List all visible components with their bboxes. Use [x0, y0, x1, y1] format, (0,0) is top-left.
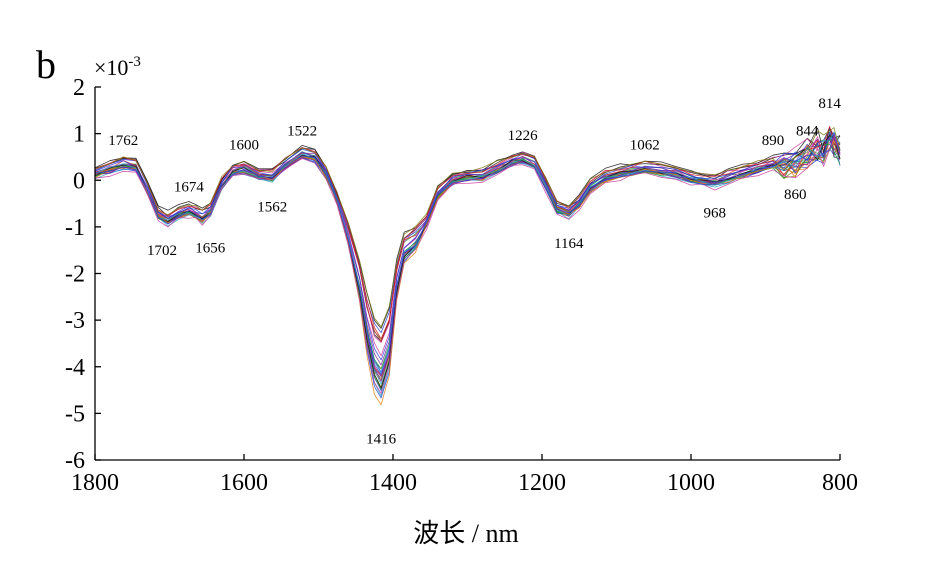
spectrum-series	[94, 132, 841, 376]
y-tick-label: 0	[73, 168, 85, 194]
peak-label-1164: 1164	[554, 236, 584, 252]
y-tick-label: -6	[65, 448, 85, 474]
series-layer	[94, 126, 841, 406]
x-tick-label: 1000	[667, 470, 715, 496]
peak-label-1702: 1702	[147, 243, 177, 259]
peak-label-1416: 1416	[366, 432, 397, 448]
peak-label-1522: 1522	[287, 124, 317, 140]
spectrum-series	[94, 127, 841, 342]
y-tick-label: -3	[65, 308, 85, 334]
y-exponent-base: ×10	[94, 55, 128, 80]
peak-label-968: 968	[704, 206, 727, 222]
spectrum-series	[94, 132, 841, 343]
spectrum-series	[94, 126, 841, 329]
peak-label-1674: 1674	[174, 180, 205, 196]
spectrum-series	[94, 127, 841, 328]
x-axis-title: 波长 / nm	[413, 519, 518, 548]
spectrum-series	[94, 147, 841, 399]
x-tick-label: 1400	[369, 470, 417, 496]
spectrum-series	[94, 126, 841, 340]
y-tick-label: -4	[65, 355, 85, 381]
x-tick-label: 1800	[71, 470, 119, 496]
y-exponent-power: -3	[128, 54, 141, 70]
peak-label-1226: 1226	[508, 128, 539, 144]
panel-label: b	[36, 42, 56, 87]
peak-label-890: 890	[762, 133, 785, 149]
spectrum-series	[94, 137, 841, 394]
peak-label-860: 860	[784, 187, 807, 203]
y-tick-label: 2	[73, 75, 85, 101]
y-tick-label: -2	[65, 262, 85, 288]
y-exponent-label: ×10-3	[94, 54, 141, 80]
y-tick-label: 1	[73, 122, 85, 148]
y-tick-label: -5	[65, 401, 85, 427]
peak-label-1600: 1600	[229, 138, 259, 154]
peak-label-844: 844	[796, 124, 819, 140]
spectrum-series	[94, 140, 841, 406]
peak-annotations: 1762 1674 1702 1656 1600 1562 1522 1416 1226 1164…	[108, 96, 841, 448]
axes	[94, 86, 841, 461]
spectrum-series	[94, 128, 841, 340]
peak-label-814: 814	[818, 96, 841, 112]
peak-label-1656: 1656	[195, 241, 226, 257]
spectrum-series	[94, 131, 841, 374]
spectrum-series	[94, 131, 841, 334]
peak-label-1062: 1062	[630, 138, 660, 154]
peak-label-1762: 1762	[108, 133, 138, 149]
x-tick-label: 1600	[220, 470, 268, 496]
x-tick-label: 800	[822, 470, 858, 496]
peak-label-1562: 1562	[257, 200, 287, 216]
x-tick-label: 1200	[518, 470, 566, 496]
spectrum-series	[94, 135, 841, 342]
y-tick-label: -1	[65, 215, 85, 241]
